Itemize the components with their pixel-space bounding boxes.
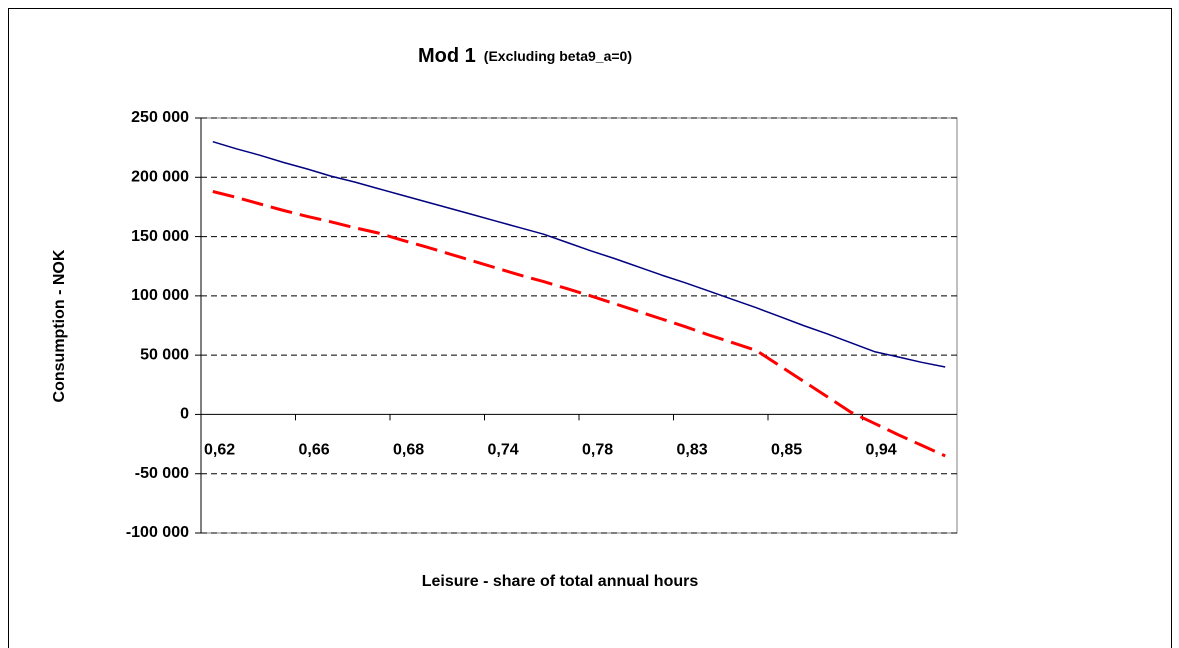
plot-area xyxy=(200,117,958,534)
x-tick-label: 0,83 xyxy=(677,442,708,459)
x-tick-label: 0,85 xyxy=(771,442,802,459)
series-line xyxy=(212,190,946,458)
x-tick-label: 0,94 xyxy=(866,442,897,459)
title-main: Mod 1 xyxy=(418,45,476,67)
x-tick-label: 0,68 xyxy=(393,442,424,459)
y-tick-label: 100 000 xyxy=(131,287,189,304)
y-tick-label: 50 000 xyxy=(140,346,189,363)
x-tick-label: 0,62 xyxy=(204,442,235,459)
x-tick-label: 0,74 xyxy=(488,442,519,459)
y-tick-label: -50 000 xyxy=(135,465,189,482)
x-axis-title: Leisure - share of total annual hours xyxy=(422,573,699,590)
title-sub: (Excluding beta9_a=0) xyxy=(484,48,632,64)
y-tick-label: 150 000 xyxy=(131,228,189,245)
y-tick-label: 250 000 xyxy=(131,109,189,126)
chart-title: Mod 1 (Excluding beta9_a=0) xyxy=(418,45,632,67)
y-tick-label: 200 000 xyxy=(131,169,189,186)
y-tick-label: 0 xyxy=(180,406,189,423)
series-line xyxy=(212,140,946,368)
x-tick-label: 0,66 xyxy=(299,442,330,459)
x-tick-label: 0,78 xyxy=(582,442,613,459)
y-tick-label: -100 000 xyxy=(126,524,189,541)
y-axis-title: Consumption - NOK xyxy=(51,249,68,402)
